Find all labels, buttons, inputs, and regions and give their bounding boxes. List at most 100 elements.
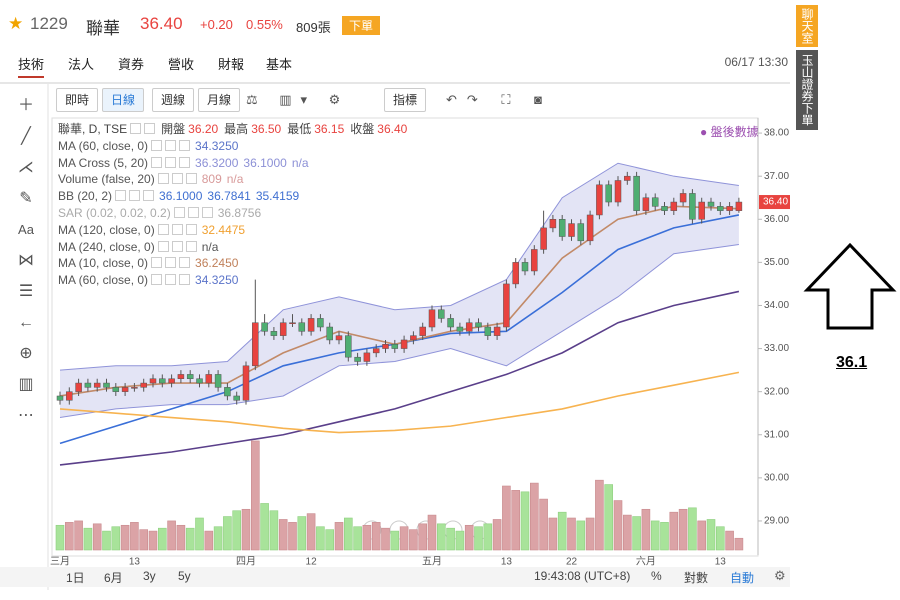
volume-bar: [316, 526, 325, 551]
candle-body: [363, 352, 371, 362]
range-button[interactable]: 1日: [66, 571, 85, 585]
log-toggle[interactable]: 對數: [684, 571, 709, 585]
tab[interactable]: 基本: [266, 57, 293, 72]
candle-body: [84, 382, 92, 388]
candle-body: [503, 283, 510, 328]
toolbar-button[interactable]: 指標: [384, 88, 427, 112]
volume-bar: [529, 482, 539, 551]
range-button[interactable]: 6月: [104, 571, 123, 585]
indicator-value: n/a: [201, 239, 219, 254]
tab[interactable]: 法人: [68, 57, 95, 72]
x-tick-label: 13: [715, 557, 727, 568]
volume-bar: [725, 530, 734, 551]
candle-body: [335, 335, 343, 341]
volume-bar: [325, 529, 335, 551]
volume-bar: [427, 514, 437, 551]
candle-body: [698, 201, 705, 220]
toolbar-icons[interactable]: ⚖ ▥▾ ⚙: [246, 92, 350, 107]
tab[interactable]: 財報: [218, 57, 245, 72]
indicator-value: 36.1000: [243, 155, 287, 170]
volume-bar: [557, 511, 567, 551]
chat-tab[interactable]: 聊天室: [796, 5, 818, 47]
volume-bar: [604, 484, 614, 551]
legend-row: MA (60, close, 0) 34.3250: [58, 138, 407, 155]
volume-bar: [502, 485, 511, 551]
x-tick-label: 三月: [50, 556, 70, 568]
candle-body: [475, 322, 482, 328]
indicator-line: [59, 290, 740, 466]
bb-upper: [59, 162, 739, 371]
legend-icons: [157, 173, 169, 185]
volume-bar: [74, 520, 83, 551]
indicator-name: MA (60, close, 0): [58, 273, 149, 288]
candle-body: [233, 395, 240, 401]
after-hours[interactable]: ● 盤後數據: [700, 125, 759, 139]
toolbar-button[interactable]: 即時: [56, 88, 99, 112]
volume-bar: [669, 511, 679, 551]
volume-bar: [120, 524, 130, 551]
legend-icons: [185, 173, 197, 185]
divider: [0, 82, 790, 84]
indicator-name: MA (10, close, 0): [58, 256, 149, 271]
range-button[interactable]: 3y: [143, 569, 156, 583]
indicator-value: 36.3200: [195, 155, 239, 170]
legend-icons: [201, 206, 213, 218]
volume-bar: [55, 524, 65, 551]
candle-body: [484, 326, 492, 336]
legend-row: SAR (0.02, 0.02, 0.2) 36.8756: [58, 205, 407, 222]
candle-body: [493, 326, 501, 336]
toolbar-button[interactable]: 月線: [198, 88, 241, 112]
legend-title: 聯華, D, TSE: [58, 122, 128, 136]
candle-body: [651, 197, 659, 207]
y-tick-label: 38.00: [764, 128, 789, 139]
volume-bar: [650, 520, 660, 551]
legend-icons: [157, 223, 169, 235]
range-button[interactable]: 5y: [178, 569, 191, 583]
volume-bar: [278, 519, 288, 551]
tab[interactable]: 營收: [168, 57, 195, 72]
tab[interactable]: 資券: [118, 57, 145, 72]
footer-bar: [0, 567, 790, 587]
toolbar-icons[interactable]: ↶↷ ⛶ ◙: [446, 92, 552, 107]
indicator-name: Volume (false, 20): [58, 172, 155, 187]
price-tag-label: 36.40: [763, 197, 788, 208]
toolbar-button[interactable]: 日線: [102, 88, 145, 112]
auto-toggle[interactable]: 自動: [730, 571, 755, 585]
legend-icons: [151, 139, 163, 151]
indicator-value: n/a: [291, 155, 309, 170]
volume-bar: [195, 517, 204, 551]
candle-body: [159, 378, 166, 384]
candle-body: [75, 382, 82, 392]
indicator-value: 34.3250: [195, 138, 239, 153]
y-tick-label: 37.00: [764, 171, 789, 182]
legend-icons: [151, 257, 163, 269]
volume-bar: [306, 513, 316, 551]
volume-bar: [139, 529, 148, 551]
order-button[interactable]: 下單: [342, 16, 381, 35]
tab[interactable]: 技術: [18, 54, 45, 78]
candle-body: [661, 206, 668, 211]
star-icon[interactable]: ★: [8, 14, 24, 33]
volume-bar: [251, 440, 260, 551]
broker-tab[interactable]: 玉山證券下單: [796, 50, 818, 130]
volume-bar: [399, 526, 409, 551]
toolbar-button[interactable]: 週線: [152, 88, 195, 112]
legend-row: MA (120, close, 0) 32.4475: [58, 222, 407, 239]
stock-code: 1229: [30, 14, 68, 33]
indicator-value: 32.4475: [201, 222, 246, 237]
ohlc-label: 最高: [224, 122, 249, 136]
after-hours-label: 盤後數據: [710, 125, 759, 139]
settings-icon[interactable]: ⚙: [774, 568, 786, 583]
volume-bar: [520, 491, 530, 551]
volume-bar: [353, 526, 362, 551]
volume-bar: [390, 530, 400, 551]
x-tick-label: 13: [129, 557, 141, 568]
candle-body: [298, 322, 306, 332]
drawing-tools[interactable]: ＋ ╱ ⋌ ✎ Aa ⋈ ☰ ← ⊕ ▥ ⋯: [17, 97, 34, 424]
candle-body: [149, 378, 157, 384]
volume-bar: [241, 508, 251, 551]
x-tick-label: 六月: [636, 556, 656, 568]
percent-toggle[interactable]: %: [651, 569, 662, 583]
ohlc-value: 36.20: [188, 122, 219, 136]
legend-row: MA (60, close, 0) 34.3250: [58, 272, 407, 289]
